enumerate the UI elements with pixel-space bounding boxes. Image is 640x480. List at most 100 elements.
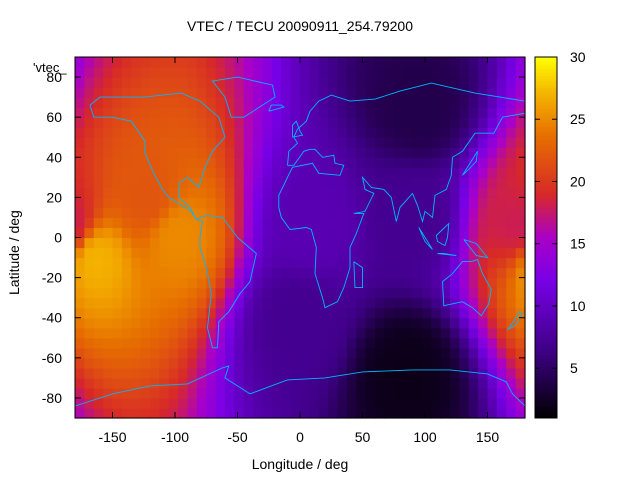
heatmap-cell	[506, 77, 517, 88]
heatmap-cell	[112, 107, 123, 118]
heatmap-cell	[431, 287, 442, 299]
heatmap-cell	[328, 247, 339, 259]
heatmap-cell	[131, 257, 142, 269]
heatmap-cell	[412, 247, 423, 259]
heatmap-cell	[178, 377, 189, 389]
heatmap-cell	[403, 347, 414, 359]
heatmap-cell	[384, 187, 395, 198]
coastline-path	[463, 239, 489, 259]
heatmap-cell	[421, 387, 432, 399]
heatmap-cell	[112, 247, 123, 259]
heatmap-cell	[515, 77, 526, 88]
heatmap-cell	[337, 397, 348, 409]
heatmap-cell	[431, 227, 442, 239]
colorbar-segment	[535, 372, 557, 377]
heatmap-cell	[103, 147, 114, 158]
heatmap-cell	[346, 257, 357, 269]
heatmap-cell	[262, 227, 273, 239]
heatmap-cell	[112, 327, 123, 339]
heatmap-cell	[365, 347, 376, 359]
heatmap-cell	[206, 77, 217, 88]
heatmap-cell	[346, 87, 357, 98]
heatmap-cell	[93, 257, 104, 269]
heatmap-cell	[450, 67, 460, 78]
heatmap-cell	[309, 227, 320, 239]
heatmap-cell	[215, 387, 226, 399]
heatmap-cell	[506, 397, 517, 409]
heatmap-cell	[215, 307, 226, 319]
heatmap-cell	[365, 197, 376, 209]
heatmap-cell	[178, 277, 189, 289]
heatmap-cell	[450, 77, 460, 88]
heatmap-cell	[450, 367, 460, 379]
heatmap-cell	[450, 407, 460, 419]
heatmap-cell	[253, 287, 264, 299]
heatmap-cell	[140, 367, 151, 379]
heatmap-cell	[140, 247, 151, 259]
heatmap-cell	[281, 337, 292, 349]
heatmap-cell	[150, 57, 160, 68]
heatmap-cell	[150, 137, 160, 148]
heatmap-cell	[431, 117, 442, 128]
heatmap-cell	[300, 387, 310, 399]
colorbar-segment	[535, 198, 557, 202]
heatmap-cell	[300, 297, 310, 309]
heatmap-cell	[478, 127, 489, 138]
heatmap-cell	[328, 147, 339, 158]
heatmap-cell	[140, 67, 151, 78]
heatmap-cell	[168, 97, 179, 108]
heatmap-cell	[487, 77, 498, 88]
heatmap-cell	[262, 157, 273, 168]
heatmap-cell	[515, 407, 526, 419]
heatmap-cell	[468, 67, 479, 78]
heatmap-cell	[150, 307, 160, 319]
heatmap-cell	[234, 237, 245, 249]
heatmap-cell	[300, 337, 310, 349]
heatmap-cell	[140, 397, 151, 409]
heatmap-cell	[150, 177, 160, 188]
heatmap-cell	[281, 187, 292, 198]
y-tick-label: -20	[42, 270, 62, 286]
heatmap-cell	[262, 137, 273, 148]
heatmap-cell	[243, 317, 254, 329]
heatmap-cell	[431, 67, 442, 78]
heatmap-cell	[281, 227, 292, 239]
heatmap-cell	[150, 87, 160, 98]
heatmap-cell	[337, 297, 348, 309]
heatmap-cell	[431, 257, 442, 269]
heatmap-cell	[103, 137, 114, 148]
heatmap-cell	[478, 297, 489, 309]
heatmap-cell	[206, 217, 217, 229]
colorbar-segment	[535, 177, 557, 181]
heatmap-cell	[168, 67, 179, 78]
heatmap-cell	[421, 247, 432, 259]
heatmap-cell	[75, 407, 85, 419]
heatmap-cell	[346, 327, 357, 339]
heatmap-cell	[487, 107, 498, 118]
heatmap-cell	[318, 127, 329, 138]
heatmap-cell	[412, 337, 423, 349]
heatmap-cell	[328, 397, 339, 409]
heatmap-cell	[478, 167, 489, 178]
heatmap-cell	[131, 367, 142, 379]
heatmap-cell	[515, 137, 526, 148]
heatmap-cell	[93, 347, 104, 359]
heatmap-cell	[468, 57, 479, 68]
heatmap-cell	[515, 237, 526, 249]
heatmap-cell	[196, 177, 207, 188]
heatmap-cell	[159, 167, 170, 178]
heatmap-cell	[459, 97, 470, 108]
heatmap-cell	[206, 327, 217, 339]
heatmap-cell	[328, 317, 339, 329]
heatmap-cell	[365, 377, 376, 389]
coastline-path	[437, 253, 457, 257]
heatmap-cell	[290, 57, 301, 68]
heatmap-cell	[337, 97, 348, 108]
coastline-path	[74, 365, 526, 407]
heatmap-cell	[375, 207, 385, 219]
heatmap-cell	[206, 177, 217, 188]
heatmap-cell	[421, 297, 432, 309]
heatmap-cell	[375, 287, 385, 299]
heatmap-cell	[384, 237, 395, 249]
heatmap-cell	[421, 317, 432, 329]
